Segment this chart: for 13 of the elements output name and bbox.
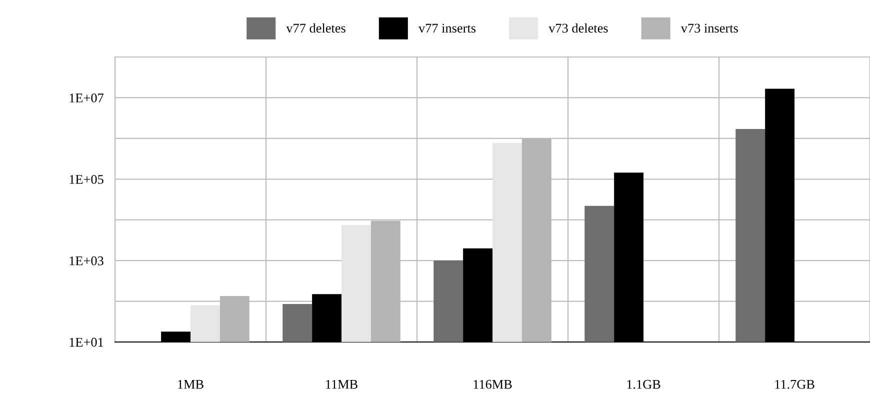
y-tick-label: 1E+05 bbox=[70, 174, 104, 184]
legend-label: v73 deletes bbox=[548, 23, 608, 33]
x-tick-label: 11.7GB bbox=[775, 380, 814, 389]
legend-label: v73 inserts bbox=[680, 24, 738, 33]
y-tick-label: 1E+07 bbox=[70, 94, 104, 102]
x-tick-label: 1MB bbox=[178, 380, 204, 389]
x-tick-label: 11MB bbox=[326, 380, 358, 389]
x-tick-label: 1.1GB bbox=[627, 380, 660, 389]
legend-label: v77 inserts bbox=[418, 24, 476, 33]
legend-label: v77 deletes bbox=[286, 23, 346, 33]
x-tick-label: 116MB bbox=[474, 380, 512, 389]
y-tick-label: 1E+01 bbox=[70, 338, 104, 347]
y-tick-label: 1E+03 bbox=[70, 256, 104, 266]
